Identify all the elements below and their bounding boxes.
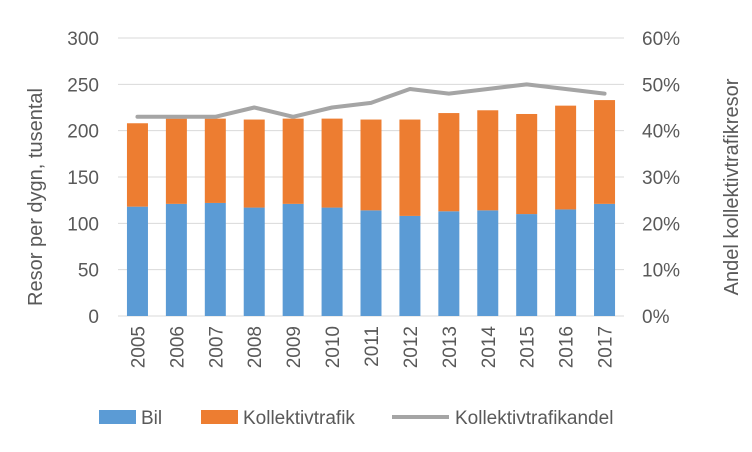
y2-tick-label: 30% xyxy=(642,168,680,189)
x-tick-label: 2007 xyxy=(206,326,227,368)
x-tick-label: 2013 xyxy=(440,326,461,368)
bar-bil-2014 xyxy=(477,210,499,316)
bar-bil-2011 xyxy=(360,210,382,316)
x-tick-label: 2009 xyxy=(284,326,305,368)
legend-label: Kollektivtrafikandel xyxy=(455,408,613,429)
bar-kollektivtrafik-2007 xyxy=(204,118,226,203)
bar-bil-2010 xyxy=(321,207,343,316)
right-axis-title: Andel kollektivtrafikresor xyxy=(721,78,743,295)
bar-kollektivtrafik-2010 xyxy=(321,118,343,208)
y2-tick-label: 20% xyxy=(642,214,680,235)
y2-tick-label: 50% xyxy=(642,75,680,96)
bar-bil-2007 xyxy=(204,202,226,316)
x-tick-label: 2017 xyxy=(596,326,617,368)
left-axis-title: Resor per dygn, tusental xyxy=(25,88,47,306)
bar-bil-2009 xyxy=(282,203,304,316)
x-tick-label: 2010 xyxy=(323,326,344,368)
y2-tick-label: 10% xyxy=(642,261,680,282)
bar-kollektivtrafik-2011 xyxy=(360,119,382,211)
bar-bil-2016 xyxy=(555,209,577,316)
x-tick-label: 2011 xyxy=(362,326,383,367)
y2-tick-label: 0% xyxy=(642,307,670,328)
bar-bil-2012 xyxy=(399,215,421,316)
bar-bil-2006 xyxy=(165,203,187,316)
bar-kollektivtrafik-2012 xyxy=(399,119,421,216)
x-tick-label: 2016 xyxy=(557,326,578,368)
y-tick-label: 200 xyxy=(67,122,99,143)
y-tick-label: 100 xyxy=(67,214,99,235)
legend-swatch-bil xyxy=(99,410,136,424)
y-tick-label: 250 xyxy=(67,75,99,96)
x-tick-label: 2006 xyxy=(167,326,188,368)
bar-kollektivtrafik-2014 xyxy=(477,110,499,211)
bar-bil-2017 xyxy=(594,203,616,316)
bar-series-group xyxy=(126,100,616,316)
legend-swatch-kollektivtrafik xyxy=(201,410,238,424)
y2-tick-label: 40% xyxy=(642,122,680,143)
line-kollektivtrafikandel xyxy=(135,82,607,119)
y-tick-label: 0 xyxy=(88,307,99,328)
x-tick-label: 2008 xyxy=(245,326,266,368)
right-axis-ticks: 0% 10% 20% 30% 40% 50% 60% xyxy=(642,29,680,328)
bar-kollektivtrafik-2016 xyxy=(555,105,577,210)
x-tick-label: 2005 xyxy=(128,326,149,368)
x-tick-label: 2015 xyxy=(518,326,539,368)
bar-kollektivtrafik-2008 xyxy=(243,119,265,208)
bar-bil-2005 xyxy=(126,206,148,316)
y-tick-label: 150 xyxy=(67,168,99,189)
x-tick-label: 2014 xyxy=(479,326,500,369)
legend-label: Kollektivtrafik xyxy=(243,408,355,429)
line-series-group xyxy=(135,82,607,119)
bar-kollektivtrafik-2006 xyxy=(165,118,187,204)
legend: Bil Kollektivtrafik Kollektivtrafikandel xyxy=(99,408,613,429)
y-tick-label: 50 xyxy=(78,261,99,282)
y2-tick-label: 60% xyxy=(642,29,680,50)
left-axis-ticks: 0 50 100 150 200 250 300 xyxy=(67,29,99,328)
bar-bil-2015 xyxy=(516,214,538,316)
x-tick-label: 2012 xyxy=(401,326,422,368)
bar-kollektivtrafik-2005 xyxy=(126,123,148,207)
bar-kollektivtrafik-2017 xyxy=(594,100,616,204)
bar-bil-2008 xyxy=(243,207,265,316)
bar-kollektivtrafik-2013 xyxy=(438,113,460,212)
x-axis-ticks: 2005 2006 2007 2008 2009 2010 2011 2012 2013 2014… xyxy=(128,326,616,369)
bar-kollektivtrafik-2015 xyxy=(516,113,538,215)
bar-bil-2013 xyxy=(438,211,460,316)
legend-label: Bil xyxy=(141,408,162,429)
bar-kollektivtrafik-2009 xyxy=(282,118,304,204)
y-tick-label: 300 xyxy=(67,29,99,50)
